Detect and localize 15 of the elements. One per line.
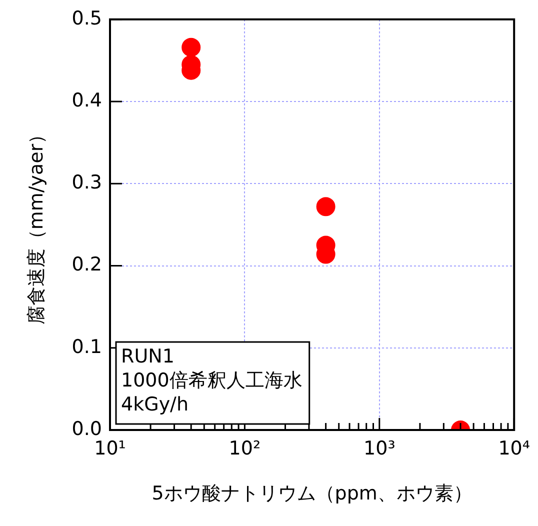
y-tick-label: 0.2 bbox=[72, 254, 102, 276]
x-tick-label: 10² bbox=[228, 437, 261, 460]
y-tick-label: 0.1 bbox=[72, 336, 102, 358]
y-tick-label: 0.3 bbox=[72, 172, 102, 194]
y-tick-label: 0.5 bbox=[72, 7, 102, 30]
x-tick-label: 10³ bbox=[364, 437, 396, 460]
x-axis-title: 5ホウ酸ナトリウム（ppm、ホウ素） bbox=[152, 482, 472, 505]
y-tick-label: 0.0 bbox=[72, 418, 102, 440]
y-axis-title: 腐食速度（mm/yaer） bbox=[25, 124, 48, 325]
annotation: RUN1 bbox=[121, 345, 174, 368]
annotation: 4kGy/h bbox=[121, 393, 189, 416]
x-tick-label: 10⁴ bbox=[498, 437, 530, 460]
annotation: 1000倍希釈人工海水 bbox=[121, 369, 302, 392]
x-tick-label: 10¹ bbox=[94, 437, 126, 460]
y-tick-label: 0.4 bbox=[72, 89, 102, 112]
